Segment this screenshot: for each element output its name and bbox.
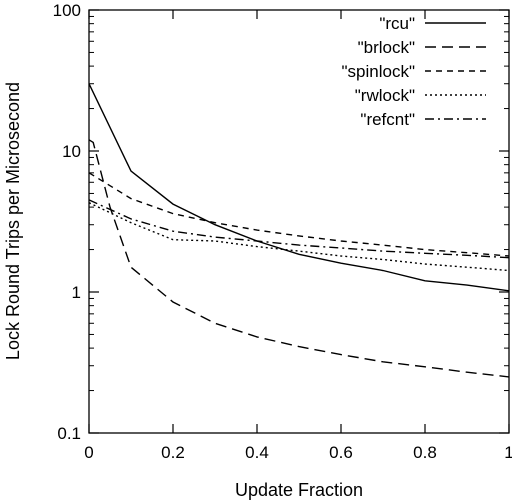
series-line-5 bbox=[88, 199, 510, 259]
legend-label: "spinlock" bbox=[342, 62, 416, 81]
x-tick-label: 0.4 bbox=[245, 443, 269, 462]
legend-label: "brlock" bbox=[358, 38, 415, 57]
x-tick-label: 0 bbox=[84, 443, 93, 462]
legend-label: "refcnt" bbox=[360, 110, 415, 129]
series-layer bbox=[88, 83, 510, 378]
series-line-1 bbox=[88, 83, 510, 292]
series-line-2 bbox=[88, 139, 510, 378]
plot-frame bbox=[88, 9, 510, 434]
y-axis-title: Lock Round Trips per Microsecond bbox=[3, 82, 23, 360]
legend: "rcu" "brlock" "spinlock" "rwlock" "refcnt" bbox=[342, 14, 486, 129]
y-tick-label: 100 bbox=[53, 1, 81, 20]
y-tick-label: 0.1 bbox=[57, 424, 81, 443]
y-tick-label: 10 bbox=[62, 142, 81, 161]
series-line-4 bbox=[88, 202, 510, 272]
x-tick-label: 0.2 bbox=[161, 443, 185, 462]
legend-label: "rwlock" bbox=[355, 86, 415, 105]
x-axis-title: Update Fraction bbox=[235, 480, 363, 500]
series-line-3 bbox=[88, 172, 510, 257]
x-tick-label: 1 bbox=[504, 443, 512, 462]
x-tick-label: 0.8 bbox=[413, 443, 437, 462]
x-tick-label: 0.6 bbox=[329, 443, 353, 462]
y-tick-label: 1 bbox=[72, 283, 81, 302]
tick-layer: 0 0.2 0.4 0.6 0.8 1 0.1 1 10 100 bbox=[53, 1, 512, 462]
legend-label: "rcu" bbox=[379, 14, 415, 33]
